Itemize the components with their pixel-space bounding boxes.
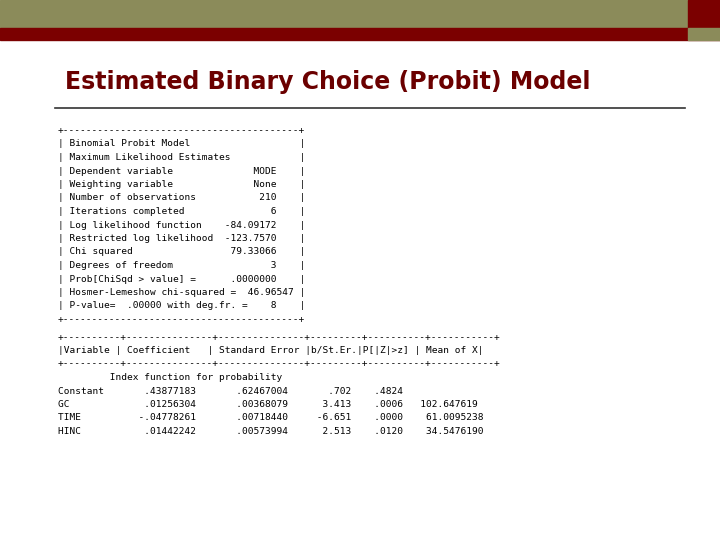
Text: | Restricted log likelihood  -123.7570    |: | Restricted log likelihood -123.7570 | bbox=[58, 234, 305, 243]
Text: Estimated Binary Choice (Probit) Model: Estimated Binary Choice (Probit) Model bbox=[65, 70, 590, 94]
Text: | Maximum Likelihood Estimates            |: | Maximum Likelihood Estimates | bbox=[58, 153, 305, 162]
Bar bbox=[0, 28, 720, 40]
Text: |Variable | Coefficient   | Standard Error |b/St.Er.|P[|Z|>z] | Mean of X|: |Variable | Coefficient | Standard Error… bbox=[58, 346, 484, 355]
Text: | Log likelihood function    -84.09172    |: | Log likelihood function -84.09172 | bbox=[58, 220, 305, 230]
Text: | Dependent variable              MODE    |: | Dependent variable MODE | bbox=[58, 166, 305, 176]
Text: | Degrees of freedom                 3    |: | Degrees of freedom 3 | bbox=[58, 261, 305, 270]
Text: Index function for probability: Index function for probability bbox=[58, 373, 282, 382]
Text: TIME          -.04778261       .00718440     -6.651    .0000    61.0095238: TIME -.04778261 .00718440 -6.651 .0000 6… bbox=[58, 414, 484, 422]
Text: | Chi squared                 79.33066    |: | Chi squared 79.33066 | bbox=[58, 247, 305, 256]
Bar bbox=[0, 0, 720, 28]
Bar bbox=[688, 0, 720, 28]
Text: | Iterations completed               6    |: | Iterations completed 6 | bbox=[58, 207, 305, 216]
Text: | P-value=  .00000 with deg.fr. =    8    |: | P-value= .00000 with deg.fr. = 8 | bbox=[58, 301, 305, 310]
Text: +----------+---------------+---------------+---------+----------+-----------+: +----------+---------------+------------… bbox=[58, 333, 500, 341]
Text: Constant       .43877183       .62467004       .702    .4824: Constant .43877183 .62467004 .702 .4824 bbox=[58, 387, 403, 395]
Text: | Prob[ChiSqd > value] =      .0000000    |: | Prob[ChiSqd > value] = .0000000 | bbox=[58, 274, 305, 284]
Text: | Hosmer-Lemeshow chi-squared =  46.96547 |: | Hosmer-Lemeshow chi-squared = 46.96547… bbox=[58, 288, 305, 297]
Text: +-----------------------------------------+: +---------------------------------------… bbox=[58, 315, 305, 324]
Text: | Binomial Probit Model                   |: | Binomial Probit Model | bbox=[58, 139, 305, 148]
Text: +----------+---------------+---------------+---------+----------+-----------+: +----------+---------------+------------… bbox=[58, 360, 500, 368]
Text: +-----------------------------------------+: +---------------------------------------… bbox=[58, 126, 305, 135]
Text: HINC           .01442242       .00573994      2.513    .0120    34.5476190: HINC .01442242 .00573994 2.513 .0120 34.… bbox=[58, 427, 484, 436]
Bar bbox=[688, 28, 720, 40]
Text: GC             .01256304       .00368079      3.413    .0006   102.647619: GC .01256304 .00368079 3.413 .0006 102.6… bbox=[58, 400, 478, 409]
Text: | Weighting variable              None    |: | Weighting variable None | bbox=[58, 180, 305, 189]
Text: | Number of observations           210    |: | Number of observations 210 | bbox=[58, 193, 305, 202]
